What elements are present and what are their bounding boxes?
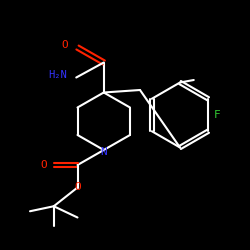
Text: H₂N: H₂N bbox=[48, 70, 67, 80]
Text: O: O bbox=[40, 160, 47, 170]
Text: N: N bbox=[100, 147, 107, 157]
Text: O: O bbox=[62, 40, 68, 50]
Text: O: O bbox=[74, 182, 81, 192]
Text: F: F bbox=[214, 110, 221, 120]
